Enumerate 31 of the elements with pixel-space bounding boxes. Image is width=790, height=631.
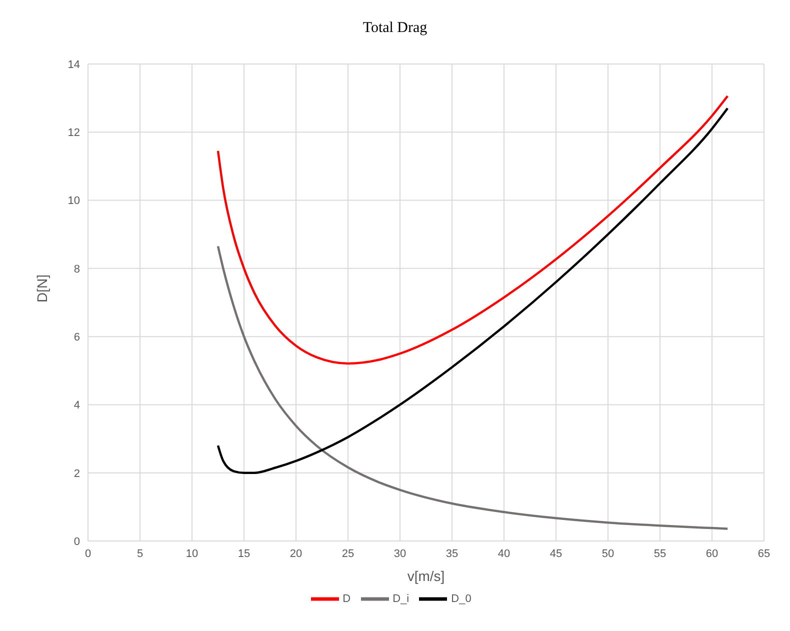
x-tick-label: 40 bbox=[498, 548, 510, 560]
x-tick-label: 25 bbox=[342, 548, 354, 560]
x-tick-label: 60 bbox=[706, 548, 718, 560]
x-axis-title: v[m/s] bbox=[407, 568, 445, 584]
line-series bbox=[216, 94, 729, 365]
y-tick-label: 14 bbox=[68, 58, 80, 71]
y-axis-title: D[N] bbox=[34, 274, 50, 302]
x-tick-label: 5 bbox=[136, 548, 144, 560]
x-tick-label: 10 bbox=[186, 548, 198, 560]
x-tick-label: 20 bbox=[290, 548, 302, 560]
legend-label: D_0 bbox=[451, 592, 472, 605]
line-series bbox=[216, 107, 729, 474]
x-tick-label: 65 bbox=[758, 548, 770, 560]
x-tick-label: 45 bbox=[550, 548, 562, 560]
x-tick-label: 15 bbox=[238, 548, 250, 560]
y-tick-label: 4 bbox=[74, 400, 80, 412]
x-tick-label: 55 bbox=[654, 548, 666, 560]
y-tick-label: 8 bbox=[74, 263, 80, 276]
y-tick-label: 6 bbox=[74, 331, 80, 344]
x-tick-label: 30 bbox=[394, 548, 406, 560]
y-tick-label: 0 bbox=[74, 536, 80, 548]
y-tick-label: 12 bbox=[68, 127, 80, 140]
legend-label: D_i bbox=[392, 592, 410, 605]
chart-title: Total Drag bbox=[362, 19, 428, 38]
x-tick-label: 0 bbox=[84, 548, 92, 560]
legend-label: D bbox=[342, 592, 351, 605]
x-tick-label: 35 bbox=[446, 548, 458, 560]
y-tick-label: 10 bbox=[68, 195, 80, 208]
x-tick-label: 50 bbox=[602, 548, 614, 560]
line-series bbox=[216, 245, 729, 530]
y-tick-label: 2 bbox=[74, 468, 80, 480]
